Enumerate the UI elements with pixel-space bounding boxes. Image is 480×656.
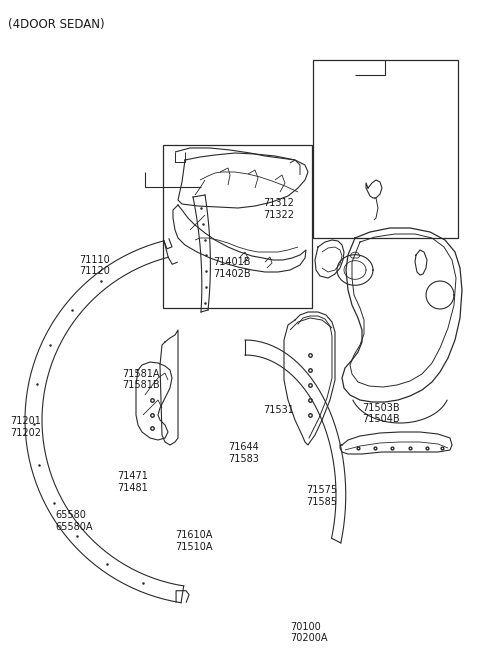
Text: 71610A
71510A: 71610A 71510A [175,530,213,552]
Text: 71401B
71402B: 71401B 71402B [214,257,251,279]
Text: (4DOOR SEDAN): (4DOOR SEDAN) [8,18,105,31]
Text: 71471
71481: 71471 71481 [118,471,148,493]
Text: 71201
71202: 71201 71202 [11,416,42,438]
Text: 71644
71583: 71644 71583 [228,442,259,464]
Bar [163,145,312,308]
Text: 71312
71322: 71312 71322 [263,198,294,220]
Text: 71575
71585: 71575 71585 [306,485,337,507]
Text: 71581A
71581B: 71581A 71581B [122,369,160,390]
Bar [313,60,458,238]
Text: 71531: 71531 [263,405,294,415]
Text: 71503B
71504B: 71503B 71504B [362,403,400,424]
Text: 65580
65580A: 65580 65580A [55,510,93,532]
Text: 71110
71120: 71110 71120 [79,255,110,276]
Text: 70100
70200A: 70100 70200A [290,622,328,644]
